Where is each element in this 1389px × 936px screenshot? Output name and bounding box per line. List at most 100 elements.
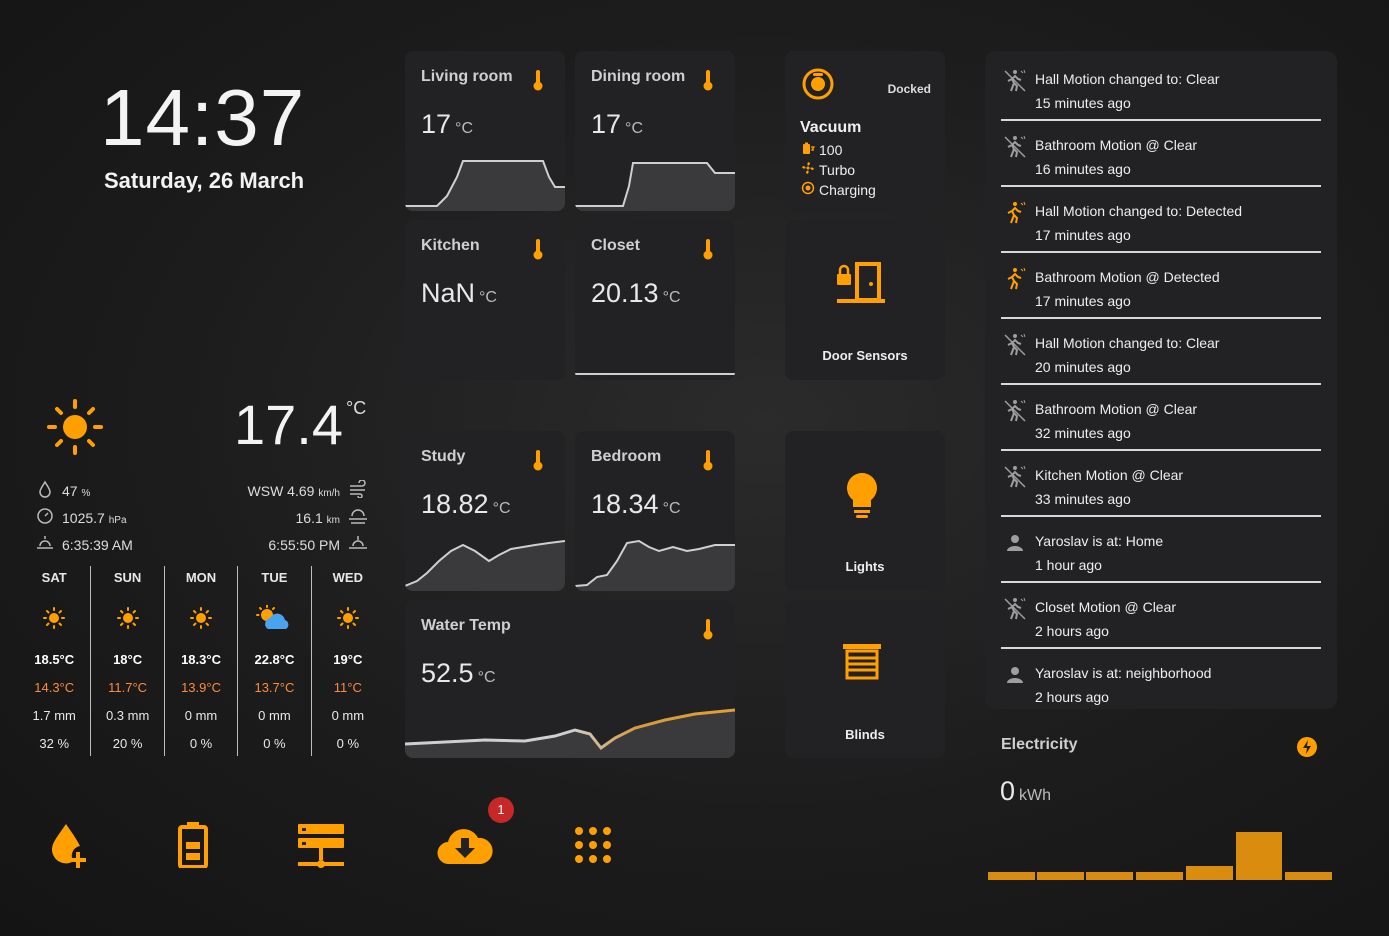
bar — [1236, 832, 1282, 880]
motion-on-icon — [1003, 201, 1027, 230]
sun-icon — [46, 398, 104, 461]
sun-icon — [165, 590, 237, 646]
forecast-day: TUE 22.8°C 13.7°C 0 mm 0 % — [238, 566, 312, 756]
notification-badge: 1 — [488, 797, 514, 823]
flash-icon — [1296, 736, 1318, 763]
sparkline — [405, 708, 735, 758]
thermometer-icon — [703, 618, 713, 645]
sun-icon — [18, 590, 90, 646]
motion-off-icon — [1003, 135, 1027, 164]
bar — [1136, 872, 1183, 880]
robot-vacuum-icon — [801, 67, 835, 106]
bar — [1285, 872, 1332, 880]
partly-cloudy-icon — [238, 590, 310, 646]
motion-off-icon — [1003, 597, 1027, 626]
sunrise-icon — [36, 534, 54, 555]
sunset-icon — [348, 534, 368, 555]
list-item[interactable]: Bathroom Motion @ Clear 32 minutes ago — [1001, 385, 1321, 451]
thermometer-icon — [533, 449, 543, 476]
list-item[interactable]: Hall Motion changed to: Clear 15 minutes… — [1001, 55, 1321, 121]
pressure-row: 1025.7 hPa — [36, 507, 133, 528]
weather-unit: °C — [346, 398, 367, 418]
clock-date: Saturday, 26 March — [104, 168, 305, 193]
battery-icon[interactable] — [178, 822, 208, 873]
vacuum-fan-speed: Turbo — [819, 161, 856, 178]
list-item[interactable]: Closet Motion @ Clear 2 hours ago — [1001, 583, 1321, 649]
list-item[interactable]: Bathroom Motion @ Detected 17 minutes ag… — [1001, 253, 1321, 319]
humidity-icon — [36, 480, 54, 501]
blinds-icon — [843, 644, 881, 685]
sparkline — [405, 160, 565, 211]
gauge-icon — [36, 507, 54, 528]
motion-off-icon — [1003, 465, 1027, 494]
wind-row: WSW 4.69 km/h — [248, 479, 368, 501]
list-item[interactable]: Bathroom Motion @ Clear 16 minutes ago — [1001, 121, 1321, 187]
weather-forecast: SAT 18.5°C 14.3°C 1.7 mm 32 % SUN 18°C 1… — [18, 566, 384, 756]
weather-temperature: 17.4 — [234, 393, 343, 456]
thermometer-icon — [533, 69, 543, 96]
motion-off-icon — [1003, 69, 1027, 98]
motion-off-icon — [1003, 399, 1027, 428]
list-item[interactable]: Hall Motion changed to: Clear 20 minutes… — [1001, 319, 1321, 385]
forecast-day: SUN 18°C 11.7°C 0.3 mm 20 % — [91, 566, 165, 756]
motion-off-icon — [1003, 333, 1027, 362]
person-icon — [1003, 663, 1027, 692]
motion-on-icon — [1003, 267, 1027, 296]
apps-grid-icon[interactable] — [574, 826, 612, 869]
server-network-icon[interactable] — [298, 824, 344, 875]
robot-vacuum-icon — [801, 181, 815, 198]
thermometer-icon — [703, 238, 713, 265]
forecast-day: WED 19°C 11°C 0 mm 0 % — [312, 566, 384, 756]
sunset-row: 6:55:50 PM — [268, 534, 368, 555]
electricity-bars — [988, 832, 1332, 880]
logbook-card: Hall Motion changed to: Clear 15 minutes… — [985, 51, 1337, 709]
bar — [1186, 866, 1233, 880]
fog-icon — [348, 507, 368, 528]
bar — [1086, 872, 1133, 880]
thermometer-icon — [703, 449, 713, 476]
wind-icon — [348, 479, 368, 501]
vacuum-card[interactable]: Docked Vacuum 100 Turbo Charging — [785, 51, 945, 211]
thermometer-icon — [533, 238, 543, 265]
water-plus-icon[interactable] — [48, 822, 90, 875]
cloud-download-icon[interactable] — [437, 824, 493, 871]
vacuum-status: Docked — [887, 82, 931, 96]
clock-time: 14:37 — [100, 73, 306, 162]
blinds-label: Blinds — [845, 727, 885, 742]
sunrise-row: 6:35:39 AM — [36, 534, 133, 555]
door-sensors-label: Door Sensors — [822, 348, 908, 363]
lights-tile[interactable]: Lights — [785, 431, 945, 591]
bar — [988, 872, 1035, 880]
sensor-card-living-room[interactable]: Living room 17 °C — [405, 51, 565, 211]
battery-icon — [801, 141, 816, 158]
door-sensors-tile[interactable]: Door Sensors — [785, 220, 945, 380]
bar — [1037, 872, 1084, 880]
visibility-row: 16.1 km — [296, 507, 368, 528]
list-item[interactable]: Kitchen Motion @ Clear 33 minutes ago — [1001, 451, 1321, 517]
electricity-title: Electricity — [1001, 736, 1078, 753]
sensor-card-kitchen[interactable]: Kitchen NaN °C — [405, 220, 565, 380]
sparkline — [575, 162, 735, 211]
list-item[interactable]: Yaroslav is at: Home 1 hour ago — [1001, 517, 1321, 583]
sensor-card-dining-room[interactable]: Dining room 17 °C — [575, 51, 735, 211]
sun-icon — [91, 590, 163, 646]
list-item[interactable]: Hall Motion changed to: Detected 17 minu… — [1001, 187, 1321, 253]
forecast-day: SAT 18.5°C 14.3°C 1.7 mm 32 % — [18, 566, 92, 756]
door-lock-icon — [837, 260, 885, 309]
blinds-tile[interactable]: Blinds — [785, 600, 945, 758]
electricity-value: 0 kWh — [1000, 776, 1052, 806]
vacuum-name: Vacuum — [800, 119, 862, 136]
sun-icon — [312, 590, 384, 646]
person-icon — [1003, 531, 1027, 560]
lights-label: Lights — [845, 559, 885, 574]
list-item[interactable]: Yaroslav is at: neighborhood 2 hours ago — [1001, 649, 1321, 715]
sensor-card-study[interactable]: Study 18.82 °C — [405, 431, 565, 591]
sparkline — [575, 539, 735, 591]
sensor-card-closet[interactable]: Closet 20.13 °C — [575, 220, 735, 380]
humidity-row: 47 % — [36, 480, 133, 501]
vacuum-battery: 100 — [819, 141, 843, 158]
sensor-card-bedroom[interactable]: Bedroom 18.34 °C — [575, 431, 735, 591]
sparkline — [405, 540, 565, 591]
fan-icon — [801, 161, 815, 178]
sensor-card-water-temp[interactable]: Water Temp 52.5 °C — [405, 600, 735, 758]
